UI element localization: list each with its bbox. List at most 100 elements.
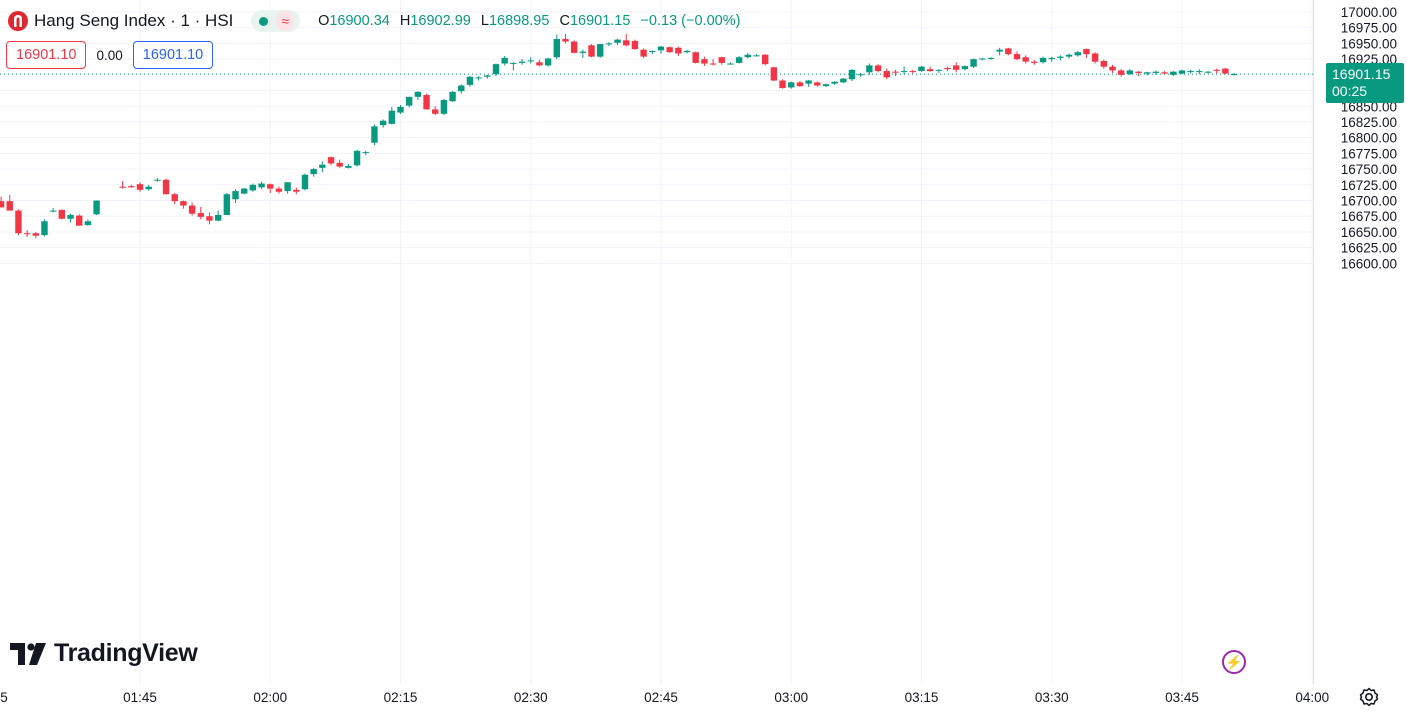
candle-body xyxy=(214,214,222,221)
candle xyxy=(718,56,725,65)
candle-body xyxy=(735,57,743,63)
candle xyxy=(709,59,717,66)
candle-body xyxy=(1031,61,1038,63)
candle-body xyxy=(883,71,890,78)
candle xyxy=(353,149,361,167)
candle xyxy=(579,49,587,58)
close-value: 16901.15 xyxy=(569,13,631,29)
candle-body xyxy=(788,82,795,88)
candle-body xyxy=(206,216,213,221)
time-tick-label: 02:30 xyxy=(514,690,548,705)
time-tick-label: 03:15 xyxy=(905,690,939,705)
candle-body xyxy=(744,54,752,58)
candle-body xyxy=(510,62,517,64)
settings-gear-icon[interactable] xyxy=(1358,686,1380,708)
candle-body xyxy=(449,91,456,102)
candle xyxy=(15,209,22,236)
candle-body xyxy=(345,165,352,168)
candle-body xyxy=(1196,71,1203,73)
candle xyxy=(466,76,474,87)
candle-body xyxy=(458,85,465,92)
candle xyxy=(562,33,569,44)
candle xyxy=(536,59,543,67)
tradingview-logo[interactable]: TradingView xyxy=(10,639,198,668)
low-key: L xyxy=(480,13,489,29)
candle-body xyxy=(301,174,309,190)
candle xyxy=(814,81,821,87)
symbol-title[interactable]: Hang Seng Index · 1 · HSI xyxy=(34,11,234,30)
candle xyxy=(605,42,613,46)
candle-body xyxy=(492,64,500,75)
candle xyxy=(206,212,213,225)
candle xyxy=(874,64,882,73)
candle xyxy=(1022,55,1029,64)
candle xyxy=(979,57,986,61)
candle-body xyxy=(1178,70,1186,74)
candle xyxy=(1065,53,1073,59)
candle xyxy=(484,74,491,79)
open-key: O xyxy=(318,13,330,29)
candle xyxy=(240,187,248,195)
sell-price-button[interactable]: 16901.10 xyxy=(6,41,87,69)
time-axis[interactable]: 5 01:45 02:00 02:15 02:30 02:45 03:00 03:15 03:3… xyxy=(0,690,1329,705)
candle xyxy=(761,54,769,66)
candle xyxy=(84,219,92,226)
candle xyxy=(414,91,422,100)
buy-price-button[interactable]: 16901.10 xyxy=(132,41,214,69)
time-tick-label: 03:00 xyxy=(774,690,808,705)
candle xyxy=(727,62,734,65)
candle-body xyxy=(892,71,899,73)
candle xyxy=(961,65,969,71)
candle-body xyxy=(544,58,552,66)
candle xyxy=(918,66,925,72)
candle xyxy=(93,200,100,215)
candle xyxy=(657,45,665,54)
price-axis[interactable]: 17000.0016975.0016950.0016925.0016900.00… xyxy=(1341,5,1397,271)
candle xyxy=(162,178,170,195)
candle xyxy=(449,91,456,102)
candle xyxy=(301,173,309,191)
candle-body xyxy=(423,94,430,110)
lightning-icon[interactable]: ⚡ xyxy=(1222,650,1246,674)
candle xyxy=(32,231,40,239)
close-key: C xyxy=(559,13,570,29)
candle xyxy=(926,66,934,72)
candle xyxy=(49,208,57,213)
candle xyxy=(232,189,239,204)
candle-body xyxy=(979,58,986,60)
candles xyxy=(0,33,1238,239)
candle-body xyxy=(692,52,699,63)
candle xyxy=(1005,47,1012,56)
candle-body xyxy=(336,162,343,167)
candle-body xyxy=(527,60,534,62)
candle-body xyxy=(605,43,613,45)
candle-body xyxy=(171,194,178,202)
candle-body xyxy=(1222,68,1229,74)
candle xyxy=(779,79,786,89)
change-value: −0.13 (−0.00%) xyxy=(640,13,741,29)
low-value: 16898.95 xyxy=(488,13,550,29)
candle-body xyxy=(162,179,170,195)
candle-body xyxy=(180,201,187,206)
candle-body xyxy=(640,49,647,57)
candle xyxy=(371,124,378,146)
candle-body xyxy=(1230,74,1238,76)
candle xyxy=(379,119,387,128)
candle-body xyxy=(614,39,621,43)
candle-body xyxy=(440,99,448,114)
candle xyxy=(1187,69,1194,74)
candle-body xyxy=(926,69,934,72)
candle xyxy=(840,77,847,84)
candle xyxy=(796,81,804,87)
candle-body xyxy=(1074,52,1081,56)
candle-body xyxy=(379,120,387,126)
candle xyxy=(987,57,995,60)
candle-body xyxy=(293,189,300,192)
candle xyxy=(1213,68,1220,74)
price-tick-label: 16725.00 xyxy=(1341,178,1397,193)
candle xyxy=(310,167,317,177)
candle-body xyxy=(1039,57,1047,63)
market-status-pill[interactable]: ≈ xyxy=(251,10,301,32)
candle xyxy=(770,66,778,82)
